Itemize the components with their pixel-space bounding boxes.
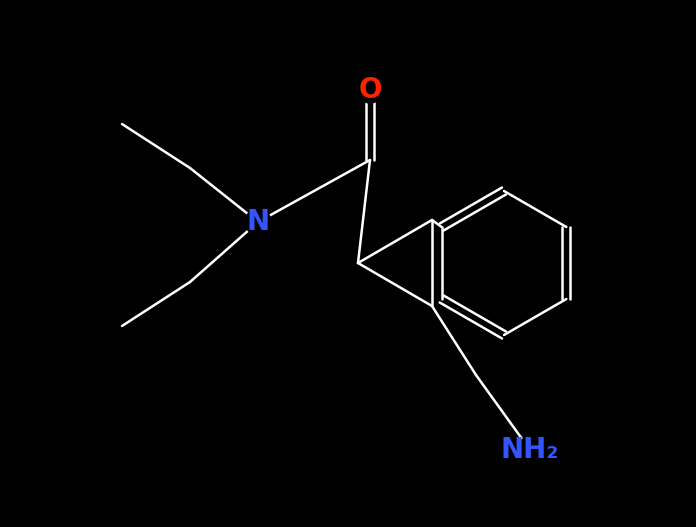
Text: O: O xyxy=(358,76,381,104)
Text: N: N xyxy=(246,208,269,236)
Circle shape xyxy=(357,77,383,103)
Circle shape xyxy=(245,209,271,235)
Circle shape xyxy=(517,437,543,463)
Text: NH₂: NH₂ xyxy=(501,436,559,464)
